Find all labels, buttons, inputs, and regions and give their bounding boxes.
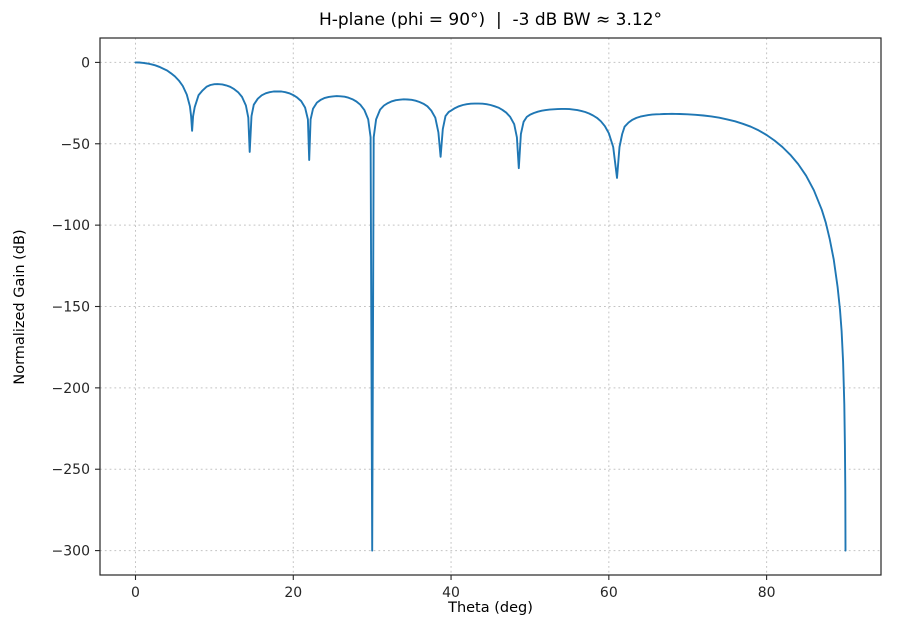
x-tick-label: 40 [442,585,460,601]
x-tick-label: 80 [758,585,776,601]
y-tick-label: −50 [60,137,90,153]
x-tick-label: 0 [131,585,140,601]
gain-curve [134,61,847,552]
x-tick-label: 60 [600,585,618,601]
y-tick-label: −150 [52,300,90,316]
y-tick-label: −250 [52,462,90,478]
y-tick-label: −200 [52,381,90,397]
x-axis-label: Theta (deg) [448,600,533,616]
y-axis-label: Normalized Gain (dB) [12,229,28,385]
y-tick-label: 0 [81,55,90,71]
y-tick-label: −300 [52,544,90,560]
chart-title: H-plane (phi = 90°) | -3 dB BW ≈ 3.12° [318,10,663,30]
y-tick-label: −100 [52,218,90,234]
x-tick-label: 20 [284,585,302,601]
